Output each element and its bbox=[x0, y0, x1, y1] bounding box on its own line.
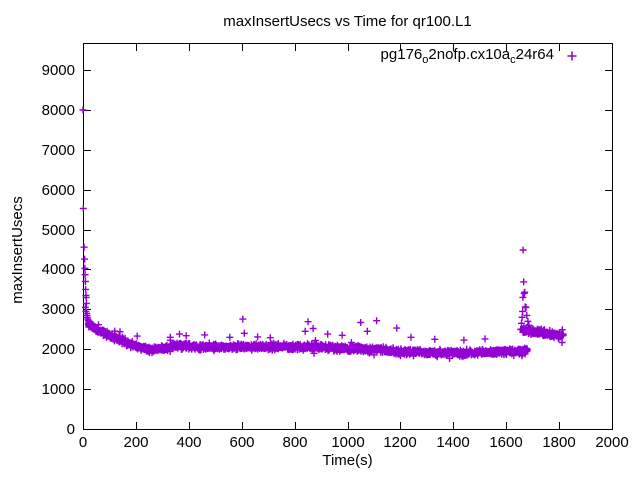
y-tick-label: 7000 bbox=[42, 142, 75, 159]
y-tick-label: 2000 bbox=[42, 341, 75, 358]
x-tick-label: 2000 bbox=[595, 434, 628, 451]
y-tick-label: 4000 bbox=[42, 261, 75, 278]
axis-ticks bbox=[83, 44, 613, 430]
legend: pg176o2nofp.cx10ac24r64 bbox=[381, 46, 578, 66]
x-tick-label: 800 bbox=[282, 434, 307, 451]
legend-label-part: o bbox=[422, 54, 429, 66]
y-tick-label: 1000 bbox=[42, 381, 75, 398]
x-tick-label: 1800 bbox=[542, 434, 575, 451]
data-points bbox=[79, 106, 567, 362]
legend-label-part: 24r64 bbox=[515, 46, 554, 63]
x-tick-label: 1600 bbox=[489, 434, 522, 451]
x-tick-label: 0 bbox=[79, 434, 87, 451]
x-tick-label: 1200 bbox=[383, 434, 416, 451]
y-tick-label: 8000 bbox=[42, 102, 75, 119]
legend-label-part: 2nofp.cx10a bbox=[428, 46, 511, 63]
chart-title: maxInsertUsecs vs Time for qr100.L1 bbox=[223, 13, 472, 30]
legend-label-part: pg176 bbox=[380, 46, 423, 63]
y-tick-label: 6000 bbox=[42, 182, 75, 199]
y-axis-label: maxInsertUsecs bbox=[9, 196, 26, 304]
y-tick-label: 9000 bbox=[42, 62, 75, 79]
x-tick-label: 1400 bbox=[436, 434, 469, 451]
y-tick-label: 0 bbox=[67, 421, 75, 438]
legend-label: pg176o2nofp.cx10ac24r64 bbox=[381, 46, 554, 66]
x-axis-label: Time(s) bbox=[322, 452, 373, 469]
legend-label-part: c bbox=[510, 54, 516, 66]
x-tick-label: 1000 bbox=[331, 434, 364, 451]
y-tick-label: 3000 bbox=[42, 301, 75, 318]
x-tick-label: 400 bbox=[176, 434, 201, 451]
x-tick-label: 600 bbox=[229, 434, 254, 451]
legend-plus-marker bbox=[567, 51, 577, 61]
plot-border bbox=[83, 43, 613, 430]
x-tick-label: 200 bbox=[123, 434, 148, 451]
y-tick-label: 5000 bbox=[42, 222, 75, 239]
